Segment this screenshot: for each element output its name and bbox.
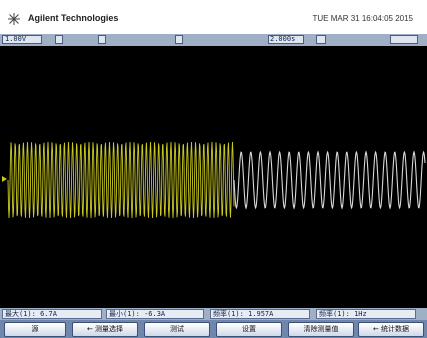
- softkey-measure-select[interactable]: ← 测量选择: [72, 322, 138, 337]
- channel2-waveform: [233, 150, 426, 210]
- measurement-bar: 最大(1): 6.7A 最小(1): -6.3A 频率(1): 1.957A 频…: [0, 308, 427, 320]
- trigger-mode-indicator[interactable]: [316, 35, 326, 44]
- title-bar: Agilent Technologies TUE MAR 31 16:04:05…: [0, 0, 427, 34]
- measurement-min: 最小(1): -6.3A: [106, 309, 204, 319]
- brand-name: Agilent Technologies: [28, 13, 119, 23]
- softkey-settings[interactable]: 设置: [216, 322, 282, 337]
- measurement-freq-1: 频率(1): 1.957A: [210, 309, 310, 319]
- channel1-ground-marker: [2, 176, 7, 182]
- channel1-scale: 1.00V: [5, 35, 27, 43]
- time-scale: 2.000s: [270, 35, 296, 43]
- softkey-statistics[interactable]: ← 统计数据: [358, 322, 424, 337]
- channel2-indicator[interactable]: [55, 35, 63, 44]
- timebase-box[interactable]: [268, 35, 304, 44]
- agilent-spark-icon: [8, 13, 20, 25]
- channel4-indicator[interactable]: [175, 35, 183, 44]
- status-bar: 1.00V 2.000s: [0, 34, 427, 46]
- softkey-bar: 源 ← 测量选择 测试 设置 清除测量值 ← 统计数据: [0, 320, 427, 338]
- softkey-source[interactable]: 源: [4, 322, 66, 337]
- softkey-clear-measurements[interactable]: 清除测量值: [288, 322, 354, 337]
- date-time: TUE MAR 31 16:04:05 2015: [312, 14, 413, 23]
- run-state-box[interactable]: [390, 35, 418, 44]
- channel1-waveform: [7, 141, 235, 219]
- measurement-max: 最大(1): 6.7A: [2, 309, 102, 319]
- measurement-freq-2: 频率(1): 1Hz: [316, 309, 416, 319]
- channel3-indicator[interactable]: [98, 35, 106, 44]
- channel1-scale-box[interactable]: [2, 35, 42, 44]
- softkey-test[interactable]: 测试: [144, 322, 210, 337]
- waveform-display: [0, 46, 427, 308]
- waveform-plot: [2, 141, 426, 219]
